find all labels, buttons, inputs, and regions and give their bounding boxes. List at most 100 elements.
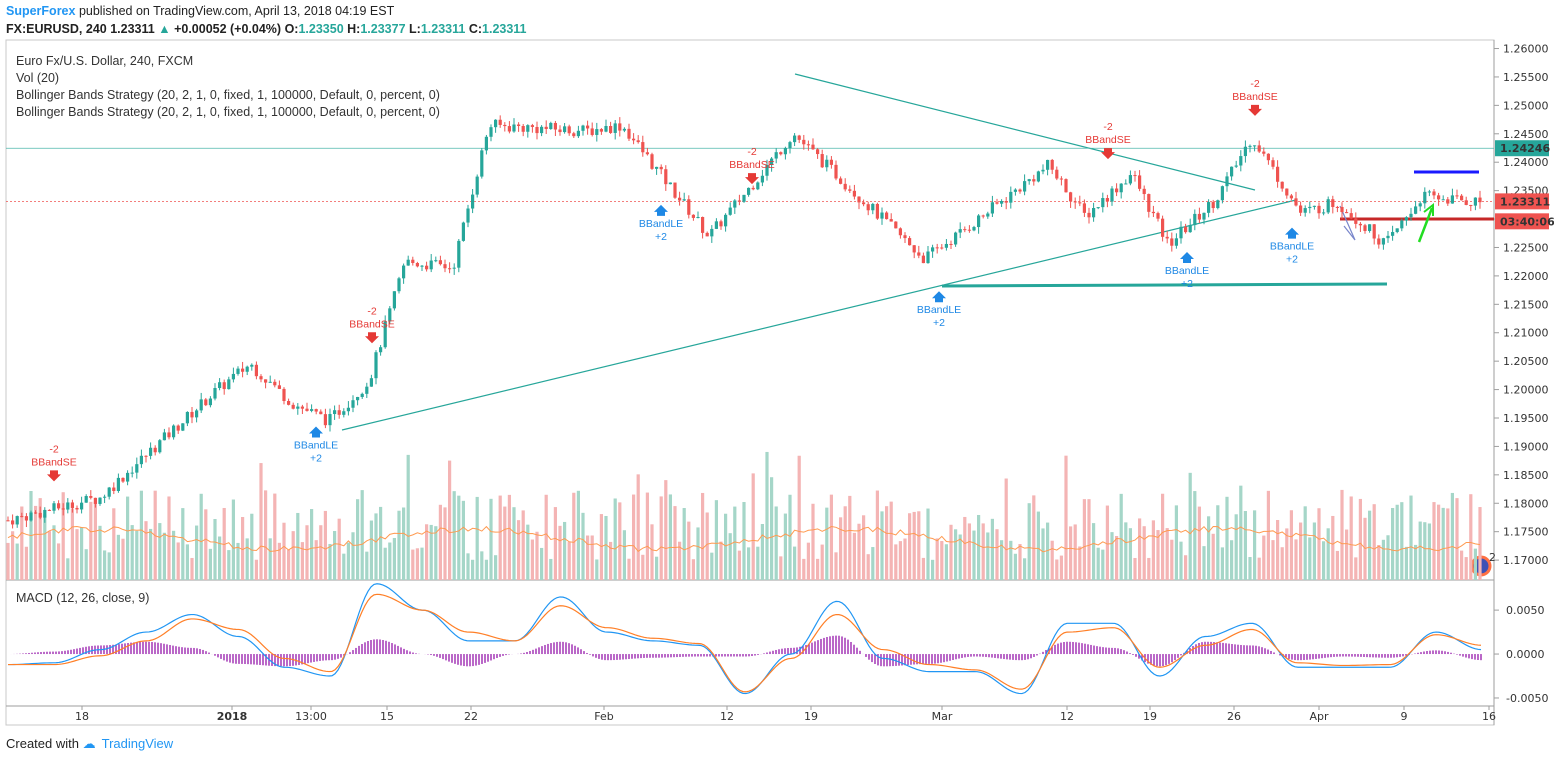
volume-bar xyxy=(103,550,107,580)
candle xyxy=(958,229,962,233)
candle xyxy=(1082,203,1086,213)
volume-bar xyxy=(935,538,939,580)
candle xyxy=(944,243,948,248)
candle xyxy=(747,187,751,195)
volume-bar xyxy=(655,556,659,580)
volume-bar xyxy=(774,506,778,580)
volume-bar xyxy=(47,531,51,580)
candle xyxy=(254,364,258,377)
green-arrow-head-icon xyxy=(1423,202,1434,216)
time-tick-label: 22 xyxy=(464,710,478,723)
candle xyxy=(268,381,272,383)
legend-bb-1[interactable]: Bollinger Bands Strategy (20, 2, 1, 0, f… xyxy=(16,88,440,102)
volume-bar xyxy=(1110,532,1114,580)
candle xyxy=(1450,195,1454,204)
volume-bar xyxy=(139,490,143,580)
candle xyxy=(981,215,985,217)
legend-macd[interactable]: MACD (12, 26, close, 9) xyxy=(16,591,150,605)
macd-axis[interactable]: 0.0050 0.0000 -0.0050 xyxy=(1494,604,1548,705)
candle xyxy=(484,136,488,151)
candle xyxy=(797,135,801,140)
candle xyxy=(57,503,61,509)
volume-bar xyxy=(517,520,521,580)
candle xyxy=(576,130,580,137)
candle xyxy=(222,382,226,390)
ascending-trendline[interactable] xyxy=(341,199,1297,431)
candle xyxy=(1317,205,1321,214)
volume-bar xyxy=(1266,490,1270,580)
candle xyxy=(158,440,162,453)
volume-bar xyxy=(1059,555,1063,580)
footer-brand[interactable]: TradingView xyxy=(101,736,174,751)
candle xyxy=(1036,171,1040,182)
volume-bar xyxy=(549,558,553,580)
volume-bar xyxy=(848,495,852,580)
time-axis[interactable]: 18 2018 13:00 15 22 Feb 12 19 Mar 12 19 26 Apr 9 16 xyxy=(75,706,1496,723)
candle xyxy=(1138,175,1142,189)
candle xyxy=(314,409,318,412)
signal-line xyxy=(8,593,1482,693)
publisher-name[interactable]: SuperForex xyxy=(6,4,76,18)
volume-bar xyxy=(618,502,622,580)
volume-bar xyxy=(296,512,300,580)
volume-bar xyxy=(273,493,277,580)
candle xyxy=(406,259,410,266)
price-tick-label: 1.20000 xyxy=(1503,384,1549,397)
volume-bar xyxy=(760,524,764,580)
volume-bar xyxy=(871,547,875,580)
volume-bar xyxy=(1124,522,1128,580)
price-tick-label: 1.22000 xyxy=(1503,270,1549,283)
candle xyxy=(1216,200,1220,209)
volume-bar xyxy=(1455,498,1459,580)
candle xyxy=(678,197,682,201)
candle xyxy=(1423,191,1427,204)
price-axis[interactable]: 1.260001.255001.250001.245001.240001.235… xyxy=(1494,43,1549,568)
candle xyxy=(1464,200,1468,205)
candle xyxy=(756,182,760,190)
ohlc-bar: FX:EURUSD, 240 1.23311 ▲ +0.00052 (+0.04… xyxy=(6,22,527,36)
volume-bar xyxy=(530,539,534,580)
candle xyxy=(70,502,74,508)
green-arrow-line[interactable] xyxy=(1417,207,1434,243)
candle xyxy=(843,183,847,190)
volume-bar xyxy=(829,494,833,580)
volume-bar xyxy=(650,524,654,580)
candle xyxy=(107,487,111,497)
event-count: 2 xyxy=(1489,551,1496,564)
candle xyxy=(673,182,677,198)
volume-bar xyxy=(1156,530,1160,580)
signal-qty: +2 xyxy=(933,317,945,329)
legend-bb-2[interactable]: Bollinger Bands Strategy (20, 2, 1, 0, f… xyxy=(16,105,440,119)
tradingview-logo-icon[interactable]: ☁ xyxy=(82,736,96,751)
volume-bar xyxy=(1188,472,1192,580)
volume-bar xyxy=(1248,557,1252,580)
volume-bar xyxy=(1092,523,1096,580)
volume-bar xyxy=(756,546,760,580)
volume-bar xyxy=(1165,528,1169,580)
legend-vol[interactable]: Vol (20) xyxy=(16,71,60,85)
candle xyxy=(728,207,732,215)
volume-bar xyxy=(93,501,97,580)
candle xyxy=(530,125,534,127)
volume-bar xyxy=(1308,537,1312,580)
candle xyxy=(494,119,498,128)
volume-bar xyxy=(1400,502,1404,580)
candle xyxy=(434,260,438,262)
candle xyxy=(1326,199,1330,213)
volume-bar xyxy=(1000,540,1004,580)
volume-bar xyxy=(1285,528,1289,580)
candle xyxy=(558,129,562,133)
price-tick-label: 1.24000 xyxy=(1503,156,1549,169)
candle xyxy=(346,407,350,412)
descending-trendline[interactable] xyxy=(794,73,1256,191)
volume-bar xyxy=(1469,494,1473,580)
support-line[interactable] xyxy=(941,282,1388,288)
volume-bar xyxy=(816,558,820,580)
candle xyxy=(1133,175,1137,177)
volume-bar xyxy=(535,531,539,580)
candle xyxy=(29,512,33,521)
candle xyxy=(940,247,944,249)
candle xyxy=(765,164,769,176)
volume-bar xyxy=(990,518,994,580)
